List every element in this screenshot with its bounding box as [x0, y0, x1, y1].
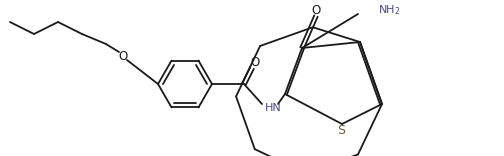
Text: NH$_2$: NH$_2$ [378, 3, 401, 17]
Text: HN: HN [265, 103, 282, 113]
Text: O: O [250, 56, 260, 70]
Text: O: O [118, 49, 128, 63]
Text: O: O [311, 5, 321, 17]
Text: S: S [337, 124, 345, 137]
